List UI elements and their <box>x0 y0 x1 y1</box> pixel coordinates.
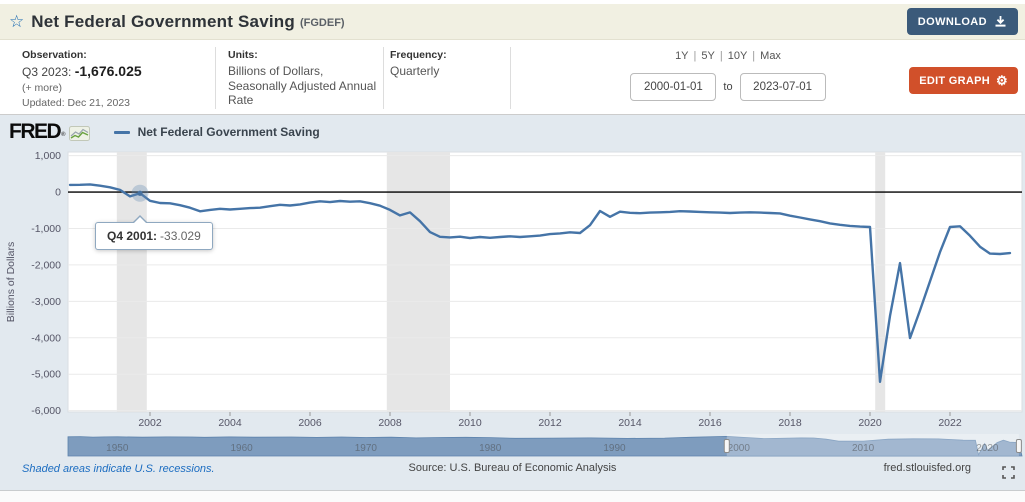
units-block: Units: Billions of Dollars, Seasonally A… <box>228 49 380 108</box>
page-title: Net Federal Government Saving <box>31 11 295 31</box>
download-button-label: DOWNLOAD <box>917 15 987 28</box>
meta-divider <box>510 47 511 109</box>
favorite-star-icon[interactable]: ☆ <box>9 12 25 31</box>
frequency-block: Frequency: Quarterly <box>390 49 500 79</box>
y-tick-label: 0 <box>55 187 61 199</box>
y-tick-label: -4,000 <box>31 332 61 344</box>
gear-icon: ⚙ <box>996 73 1008 88</box>
minimap-selected-region[interactable] <box>726 434 1019 456</box>
download-icon <box>995 16 1006 27</box>
date-to-input[interactable] <box>739 73 826 101</box>
chart-legend: Net Federal Government Saving <box>113 125 320 139</box>
recession-note-link[interactable]: Shaded areas indicate U.S. recessions. <box>22 463 215 475</box>
x-tick-label: 2012 <box>538 417 562 429</box>
graph-section: 1,000 0 -1,000 -2,000 -3,000 -4,000 -5,000 -6,0… <box>0 115 1025 490</box>
fred-logo[interactable]: FRED ® <box>9 120 66 144</box>
x-tick-label: 2004 <box>218 417 242 429</box>
series-meta-bar: Observation: Q3 2023: -1,676.025 (+ more… <box>0 40 1025 115</box>
minimap-decade-label: 2000 <box>728 443 751 454</box>
y-tick-label: 1,000 <box>35 150 61 162</box>
fullscreen-icon <box>1002 466 1015 479</box>
y-tick-label: -3,000 <box>31 296 61 308</box>
registered-mark: ® <box>61 132 66 138</box>
fred-wordmark: FRED <box>9 120 62 143</box>
y-axis-title: Billions of Dollars <box>5 242 17 323</box>
legend-line-swatch <box>113 130 130 134</box>
highlight-point[interactable] <box>137 190 143 196</box>
x-tick-label: 2016 <box>698 417 722 429</box>
x-tick-label: 2014 <box>618 417 642 429</box>
y-tick-label: -2,000 <box>31 259 61 271</box>
minimap-decade-label: 1990 <box>603 443 626 454</box>
range-link-1y[interactable]: 1Y <box>675 50 689 62</box>
range-separator: | <box>719 50 723 62</box>
meta-divider <box>215 47 216 109</box>
minimap-decade-label: 2010 <box>852 443 875 454</box>
range-separator: | <box>752 50 756 62</box>
tooltip-value: -33.029 <box>160 229 201 244</box>
site-link[interactable]: fred.stlouisfed.org <box>883 462 971 474</box>
units-value: Billions of Dollars, Seasonally Adjusted… <box>228 64 377 107</box>
x-tick-label: 2006 <box>298 417 322 429</box>
plot-area <box>67 151 1023 413</box>
download-button[interactable]: DOWNLOAD <box>906 8 1018 35</box>
x-tick-label: 2008 <box>378 417 402 429</box>
x-tick-label: 2002 <box>138 417 162 429</box>
series-line <box>68 183 1012 383</box>
observation-value: -1,676.025 <box>74 63 142 79</box>
date-row: to <box>608 73 848 101</box>
observation-label: Observation: <box>22 49 87 61</box>
more-link[interactable]: (+ more) <box>22 82 62 94</box>
range-link-10y[interactable]: 10Y <box>727 50 748 62</box>
tooltip-date: Q4 2001: <box>107 229 158 244</box>
range-separator: | <box>693 50 697 62</box>
frequency-label: Frequency: <box>390 49 447 61</box>
range-link-max[interactable]: Max <box>760 50 781 62</box>
source-text: Source: U.S. Bureau of Economic Analysis <box>408 462 617 474</box>
series-title-bar: ☆ Net Federal Government Saving (FGDEF) … <box>0 4 1025 40</box>
date-from-input[interactable] <box>630 73 717 101</box>
to-label: to <box>723 81 733 93</box>
minimap-decade-label: 1960 <box>230 443 253 454</box>
x-tick-label: 2010 <box>458 417 482 429</box>
x-tick-label: 2022 <box>938 417 962 429</box>
y-tick-label: -5,000 <box>31 369 61 381</box>
minimap-decade-label: 1950 <box>106 443 129 454</box>
meta-divider <box>383 47 384 109</box>
updated-date: Updated: Dec 21, 2023 <box>22 97 130 109</box>
observation-block: Observation: Q3 2023: -1,676.025 (+ more… <box>22 49 142 109</box>
x-tick-label: 2020 <box>858 417 882 429</box>
range-link-5y[interactable]: 5Y <box>701 50 715 62</box>
edit-graph-label: EDIT GRAPH <box>919 74 991 87</box>
date-range-zone: 1Y | 5Y | 10Y | Max to <box>608 50 848 101</box>
fred-chart-icon <box>68 125 90 141</box>
minimap-decade-label: 1970 <box>355 443 378 454</box>
minimap-handle-right[interactable] <box>1015 439 1022 453</box>
minimap-decade-label: 2020 <box>976 443 999 454</box>
range-links: 1Y | 5Y | 10Y | Max <box>608 50 848 62</box>
recession-band <box>875 152 886 412</box>
series-id: (FGDEF) <box>299 17 345 29</box>
recession-band <box>386 152 450 412</box>
observation-date: Q3 2023: <box>22 65 72 79</box>
tooltip: Q4 2001: -33.029 <box>95 215 213 251</box>
minimap-area <box>67 435 1023 457</box>
bottom-strip <box>0 490 1025 502</box>
y-tick-label: -1,000 <box>31 223 61 235</box>
x-tick-label: 2018 <box>778 417 802 429</box>
observation-line: Q3 2023: -1,676.025 <box>22 63 142 79</box>
graph-header: FRED ® Net Federal Government Saving <box>9 120 320 144</box>
minimap-handle-left[interactable] <box>723 439 730 453</box>
edit-graph-button[interactable]: EDIT GRAPH ⚙ <box>909 67 1018 94</box>
minimap-decade-label: 1980 <box>479 443 502 454</box>
frequency-value: Quarterly <box>390 64 440 78</box>
fullscreen-button[interactable] <box>1002 466 1015 479</box>
y-tick-label: -6,000 <box>31 405 61 417</box>
legend-label: Net Federal Government Saving <box>137 125 320 139</box>
units-label: Units: <box>228 49 258 61</box>
chart-canvas[interactable]: 1,000 0 -1,000 -2,000 -3,000 -4,000 -5,000 -6,0… <box>0 115 1025 490</box>
